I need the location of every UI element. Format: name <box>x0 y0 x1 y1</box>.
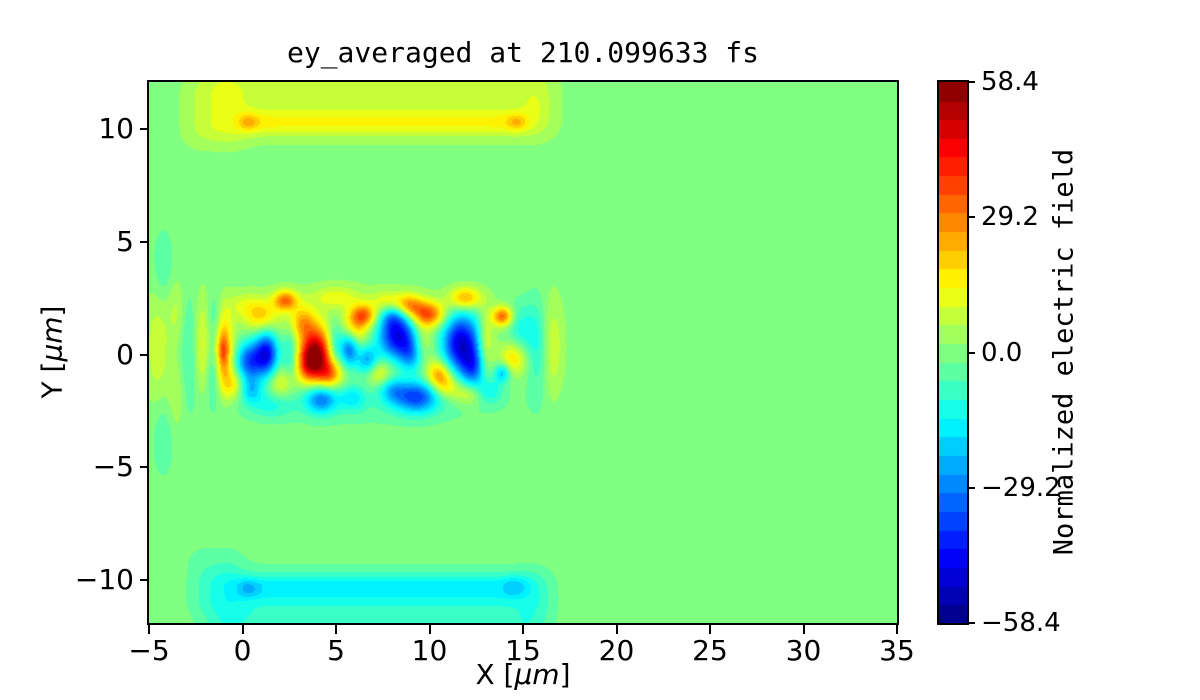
colorbar-tick-mark <box>967 486 975 489</box>
y-tick-mark <box>140 579 149 582</box>
colorbar-canvas <box>939 82 967 623</box>
x-tick-label: 15 <box>505 634 541 667</box>
colorbar-tick-mark <box>967 351 975 354</box>
colorbar-tick-label: 29.2 <box>981 202 1039 233</box>
colorbar-tick-mark <box>967 216 975 219</box>
y-tick-label: −10 <box>74 563 134 597</box>
colorbar-tick-label: 58.4 <box>981 67 1039 97</box>
colorbar-tick-label: 0.0 <box>981 337 1023 368</box>
y-tick-mark <box>140 353 149 356</box>
colorbar-tick-mark <box>967 81 975 83</box>
y-tick-label: 10 <box>98 112 134 146</box>
colorbar-tick-label: −58.4 <box>981 608 1061 638</box>
y-tick-label: 5 <box>116 225 134 259</box>
x-tick-mark <box>615 625 618 634</box>
x-tick-mark <box>428 625 431 634</box>
x-tick-label: 10 <box>411 634 448 667</box>
heatmap-canvas <box>149 82 897 623</box>
x-tick-label: 5 <box>327 634 345 667</box>
x-tick-mark <box>148 625 150 634</box>
x-axis-label-pre: X [ <box>475 658 515 691</box>
y-tick-mark <box>140 241 149 244</box>
x-tick-mark <box>802 625 805 634</box>
y-tick-mark <box>140 466 149 469</box>
y-tick-label: 0 <box>116 337 134 371</box>
x-tick-label: 35 <box>879 634 915 667</box>
x-tick-mark <box>709 625 711 634</box>
x-tick-label: 20 <box>598 634 635 667</box>
x-tick-mark <box>335 625 337 634</box>
x-tick-label: 30 <box>785 634 822 667</box>
x-tick-label: 25 <box>692 634 728 667</box>
x-tick-label: −5 <box>128 634 170 667</box>
x-axis-label: X [μm] <box>149 658 897 691</box>
y-tick-mark <box>140 128 149 131</box>
x-tick-mark <box>522 625 524 634</box>
y-tick-label: −5 <box>92 450 134 484</box>
colorbar-tick-label: −29.2 <box>981 472 1061 503</box>
x-tick-label: 0 <box>233 634 252 667</box>
x-tick-mark <box>896 625 898 634</box>
y-axis-label-post: ] <box>35 305 69 317</box>
x-axis-label-unit: μm <box>514 658 560 691</box>
x-axis-label-post: ] <box>559 658 571 691</box>
chart-title: ey_averaged at 210.099633 fs <box>286 36 759 69</box>
x-tick-mark <box>241 625 244 634</box>
colorbar-tick-mark <box>967 622 975 624</box>
